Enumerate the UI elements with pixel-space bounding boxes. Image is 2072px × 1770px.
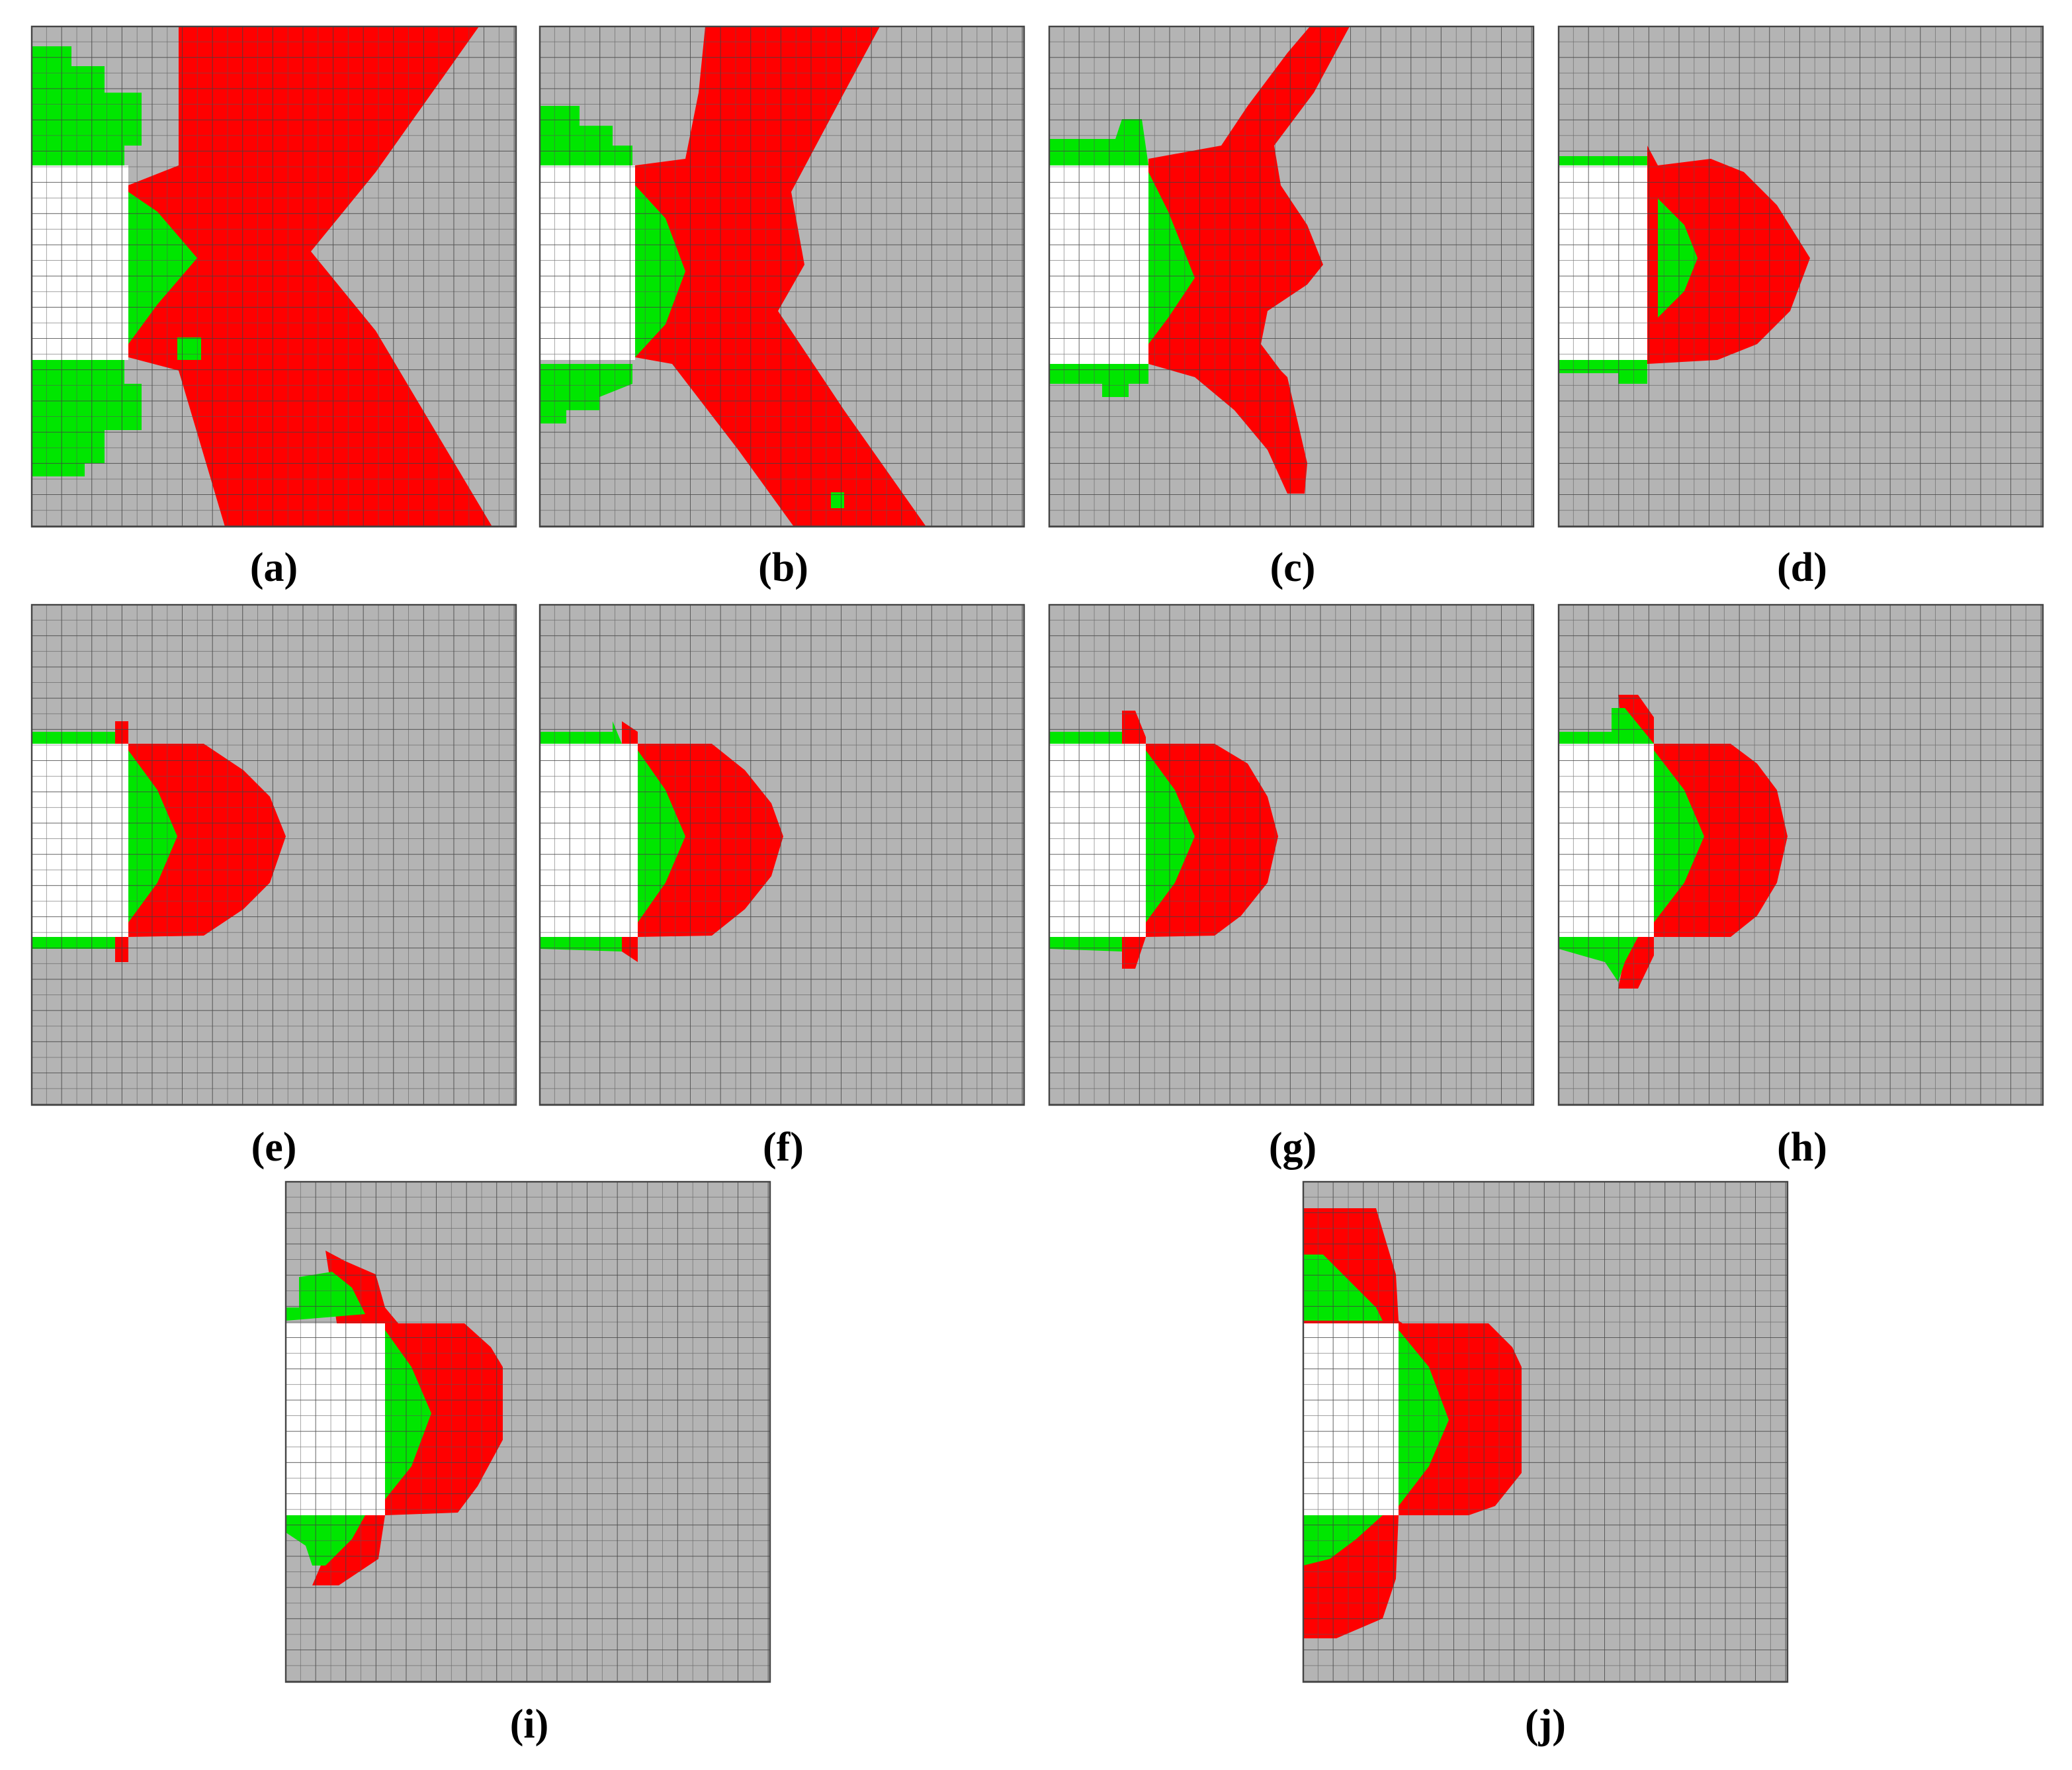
panel-label: (f): [763, 1125, 804, 1170]
panel-label: (g): [1269, 1125, 1317, 1170]
panel-label: (i): [510, 1702, 549, 1747]
panel-h: [1557, 603, 2044, 1106]
panel-label: (e): [251, 1125, 297, 1170]
panel-g: [1048, 603, 1535, 1106]
panel-e: [30, 603, 517, 1106]
panel-label: (b): [758, 545, 808, 590]
panel-j: [1302, 1180, 1789, 1683]
panel-b: [539, 25, 1025, 528]
panel-a: [30, 25, 517, 528]
panel-i: [284, 1180, 771, 1683]
panel-label: (c): [1270, 545, 1316, 590]
panel-f: [539, 603, 1025, 1106]
panel-label: (d): [1777, 545, 1827, 590]
panel-c: [1048, 25, 1535, 528]
panel-label: (j): [1525, 1702, 1566, 1747]
panel-label: (a): [250, 545, 298, 590]
panel-label: (h): [1777, 1125, 1827, 1170]
panel-d: [1557, 25, 2044, 528]
